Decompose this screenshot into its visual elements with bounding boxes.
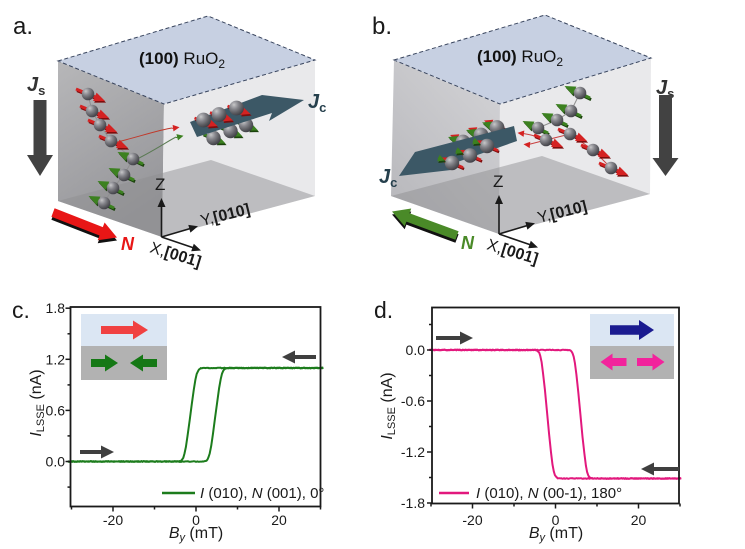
svg-text:0: 0 [552, 512, 560, 528]
svg-text:By (mT): By (mT) [169, 525, 223, 544]
svg-text:Z: Z [493, 172, 503, 191]
svg-text:N: N [461, 233, 475, 253]
svg-text:0.6: 0.6 [46, 402, 66, 418]
svg-text:-20: -20 [103, 512, 123, 528]
svg-text:d.: d. [374, 297, 393, 323]
svg-text:c.: c. [12, 297, 30, 323]
svg-text:1.2: 1.2 [46, 351, 66, 367]
svg-text:-0.6: -0.6 [401, 393, 425, 409]
svg-text:a.: a. [13, 13, 33, 40]
svg-text:(100) RuO2: (100) RuO2 [477, 47, 563, 69]
svg-text:1.8: 1.8 [46, 300, 66, 316]
svg-text:0: 0 [192, 512, 200, 528]
svg-text:-1.2: -1.2 [401, 444, 425, 460]
svg-text:-1.8: -1.8 [401, 495, 425, 511]
svg-text:0.0: 0.0 [46, 454, 66, 470]
svg-text:-20: -20 [462, 512, 482, 528]
svg-text:N: N [121, 234, 135, 254]
svg-text:ILSSE (nA): ILSSE (nA) [379, 372, 398, 439]
svg-text:ILSSE (nA): ILSSE (nA) [28, 369, 47, 436]
svg-text:I (010), N (001), 0°: I (010), N (001), 0° [200, 485, 324, 502]
svg-text:b.: b. [372, 13, 392, 40]
svg-text:20: 20 [271, 512, 287, 528]
svg-text:(100) RuO2: (100) RuO2 [139, 49, 225, 71]
svg-text:I (010), N (00-1), 180°: I (010), N (00-1), 180° [476, 485, 622, 502]
svg-text:20: 20 [631, 512, 647, 528]
svg-text:By (mT): By (mT) [529, 525, 583, 544]
svg-text:0.0: 0.0 [406, 342, 426, 358]
svg-text:Z: Z [155, 175, 165, 194]
